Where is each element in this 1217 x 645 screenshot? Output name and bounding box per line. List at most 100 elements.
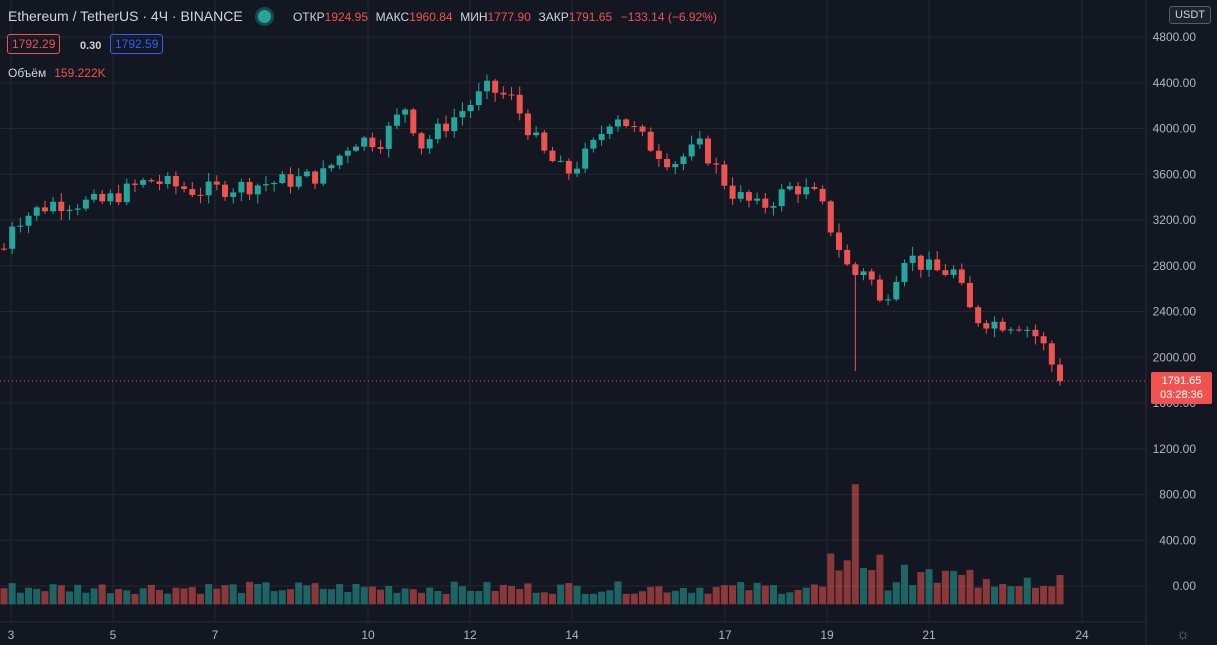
x-tick-label: 19 (820, 628, 834, 642)
x-tick-label: 10 (361, 628, 375, 642)
candle-body (418, 133, 425, 149)
volume-bar (1056, 575, 1064, 605)
candle-body (148, 180, 155, 182)
volume-label[interactable]: Объём (8, 66, 47, 80)
candle-body (926, 259, 933, 270)
candle-body (287, 174, 294, 187)
volume-bar (172, 587, 180, 605)
candle-body (737, 192, 744, 199)
volume-bar (450, 581, 458, 605)
candle-body (156, 181, 163, 184)
candle-body (369, 137, 376, 148)
volume-bar (655, 586, 663, 605)
candle-body (1024, 329, 1031, 331)
candle-body (614, 119, 621, 127)
candle-body (172, 175, 179, 187)
spread-value: 0.30 (80, 40, 102, 52)
volume-bar (368, 586, 376, 605)
volume-bar (696, 587, 704, 605)
candle-body (377, 147, 384, 149)
volume-bar (729, 585, 737, 605)
currency-badge[interactable]: USDT (1169, 6, 1211, 24)
last-price-tag: 1791.65 03:28:36 (1151, 372, 1212, 404)
symbol-title[interactable]: Ethereum / TetherUS · 4Ч · BINANCE (8, 8, 243, 24)
candle-body (664, 158, 671, 168)
volume-bar (123, 590, 131, 605)
x-tick-label: 24 (1075, 628, 1089, 642)
candle-body (655, 150, 662, 159)
volume-bar (352, 583, 360, 605)
candle-body (508, 94, 515, 96)
sell-price-button[interactable]: 1792.29 (7, 34, 61, 54)
volume-bar (892, 582, 900, 605)
candle-body (33, 207, 40, 216)
volume-bar (540, 592, 548, 605)
settings-gear-icon[interactable]: ☼ (1176, 626, 1190, 643)
volume-bar (925, 569, 933, 605)
candle-body (647, 131, 654, 151)
volume-bar (712, 586, 720, 605)
candle-body (565, 160, 572, 174)
x-tick-label: 12 (463, 628, 477, 642)
candle-body (827, 201, 834, 233)
candle-body (721, 164, 728, 186)
last-price-value: 1791.65 (1161, 375, 1202, 387)
volume-bar (417, 592, 425, 605)
candle-body (320, 168, 327, 184)
volume-bar (0, 588, 8, 605)
volume-bar (303, 585, 311, 605)
open-label: ОТКР (292, 10, 325, 24)
volume-bar (147, 584, 155, 605)
volume-bar (982, 578, 990, 605)
candle-body (164, 175, 171, 184)
volume-bar (475, 590, 483, 605)
candle-body (934, 259, 941, 271)
candle-body (549, 150, 556, 162)
candle-body (950, 269, 957, 275)
candle-body (876, 279, 883, 301)
volume-bar (508, 586, 516, 605)
candle-body (58, 201, 65, 212)
candle-body (9, 226, 16, 249)
candle-body (238, 181, 245, 193)
volume-bar (917, 572, 925, 605)
volume-bar (262, 582, 270, 605)
volume-bar (377, 589, 385, 605)
y-tick-label: 4000.00 (1153, 122, 1197, 136)
volume-bar (704, 593, 712, 605)
open-value: 1924.95 (324, 10, 369, 24)
volume-bar (598, 591, 606, 605)
volume-bar (327, 589, 335, 605)
volume-bar (769, 585, 777, 605)
candle-body (778, 189, 785, 207)
volume-bar (229, 584, 237, 605)
volume-bar (65, 591, 73, 605)
volume-bar (90, 588, 98, 605)
candle-body (1057, 364, 1063, 382)
candle-body (140, 180, 147, 185)
volume-bar (688, 592, 696, 605)
candle-body (606, 126, 613, 134)
candle-body (860, 271, 867, 276)
candle-body (541, 132, 548, 151)
candle-body (868, 271, 875, 280)
candle-body (459, 111, 466, 118)
candle-body (574, 168, 581, 174)
volume-bar (860, 567, 868, 605)
high-label: МАКС (375, 10, 410, 24)
buy-price-button[interactable]: 1792.59 (110, 34, 164, 54)
candle-body (1, 248, 7, 250)
candle-body (786, 186, 793, 190)
volume-bar (950, 570, 958, 605)
volume-bar (246, 581, 254, 605)
volume-bar (1031, 587, 1039, 605)
volume-value: 159.222K (54, 66, 106, 80)
volume-bar (1040, 585, 1048, 605)
candle-body (402, 109, 409, 115)
volume-bar (25, 587, 33, 605)
candle-body (516, 94, 523, 114)
volume-bar (851, 484, 859, 605)
volume-bar (720, 585, 728, 605)
volume-bar (966, 569, 974, 605)
